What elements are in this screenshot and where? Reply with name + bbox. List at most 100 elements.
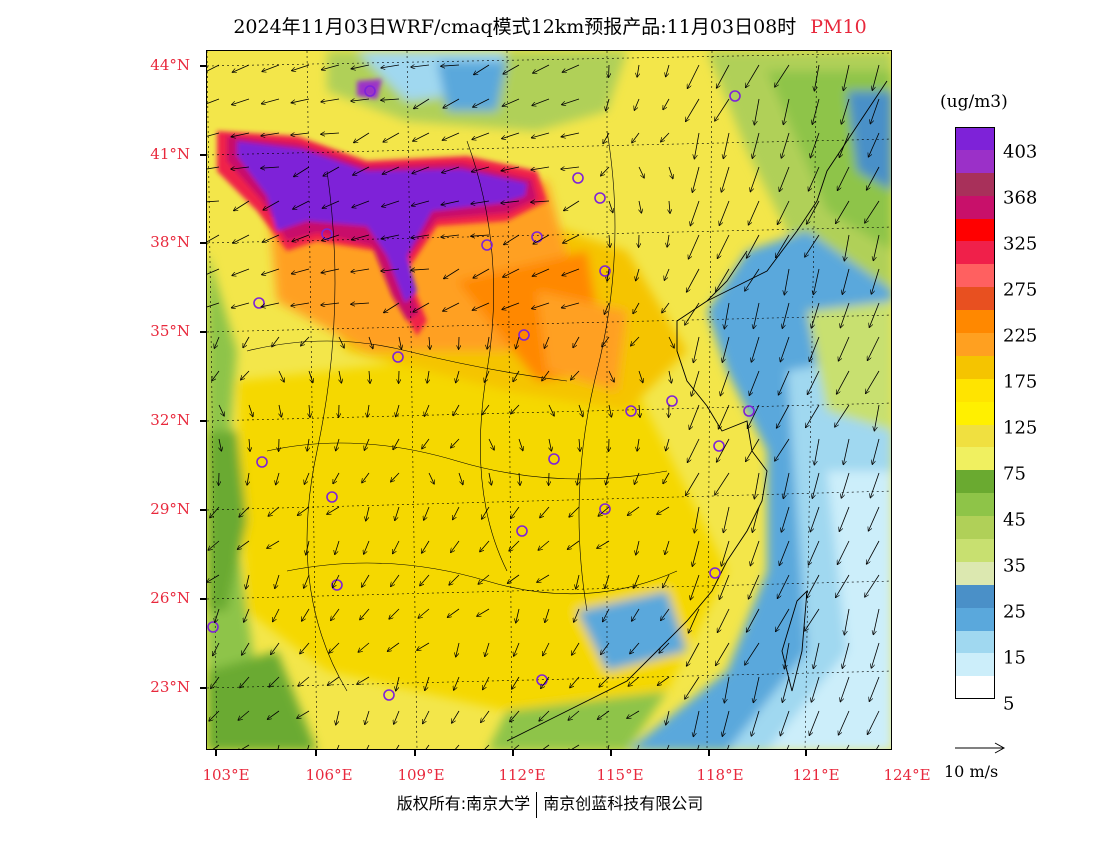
wind-arrow (750, 540, 760, 566)
wind-arrow (634, 574, 640, 588)
wind-arrow (688, 64, 700, 88)
wind-arrow (876, 744, 880, 749)
colorbar-swatch (955, 241, 995, 265)
wind-arrow (544, 336, 550, 348)
wind-arrow (870, 472, 880, 498)
copyright-owner: 版权所有:南京大学 (396, 794, 531, 813)
wind-arrow (333, 472, 340, 483)
wind-arrow (503, 64, 520, 74)
wind-arrow (669, 200, 670, 213)
wind-arrow (238, 540, 250, 549)
wind-arrow (321, 133, 340, 134)
wind-arrow (577, 472, 579, 485)
wind-arrow (471, 235, 490, 236)
wind-arrow (458, 472, 463, 484)
wind-arrow (501, 166, 520, 171)
wind-arrow (351, 268, 370, 272)
wind-arrow (381, 64, 400, 68)
wind-arrow (750, 166, 760, 192)
wind-arrow (748, 404, 760, 428)
wind-arrow (396, 676, 400, 691)
wind-arrow (537, 574, 550, 582)
wind-arrow (261, 302, 280, 307)
wind-arrow (352, 234, 370, 240)
colorbar-swatch (955, 172, 995, 196)
colorbar-label: 15 (1003, 647, 1026, 669)
wind-arrow (351, 303, 370, 304)
wind-arrow (721, 540, 730, 566)
lat-label-32: 32°N (150, 411, 190, 429)
lat-label-29: 29°N (150, 500, 190, 518)
wind-arrow (425, 744, 430, 749)
wind-arrow (456, 642, 460, 657)
wind-arrow (690, 574, 700, 600)
wind-arrow (562, 302, 580, 308)
wind-arrow (327, 506, 340, 514)
wind-arrow (751, 710, 760, 736)
wind-arrow (307, 744, 310, 749)
wind-arrow (782, 302, 790, 328)
wind-arrow (636, 540, 640, 555)
wind-arrow (538, 540, 550, 550)
wind-arrow (716, 268, 730, 291)
colorbar-label: 35 (1003, 555, 1026, 577)
wind-arrow (336, 710, 340, 725)
wind-arrow (422, 540, 430, 553)
wind-arrow (389, 608, 400, 619)
wind-arrow (806, 404, 820, 427)
wind-arrow (336, 438, 340, 451)
wind-arrow (231, 132, 250, 137)
wind-arrow (562, 268, 580, 275)
wind-arrow (693, 710, 700, 736)
wind-arrow (597, 540, 610, 548)
wind-arrow (692, 540, 700, 566)
colorbar-label: 325 (1003, 233, 1038, 255)
wind-arrow (396, 744, 400, 749)
wind-arrow (487, 336, 489, 349)
wind-arrow (244, 608, 250, 622)
wind-arrow (843, 64, 850, 90)
wind-arrow (364, 438, 370, 450)
wind-arrow (367, 404, 369, 417)
wind-arrow (866, 370, 880, 393)
lat-label-35: 35°N (150, 322, 190, 340)
wind-arrow (456, 370, 460, 383)
wind-arrow (872, 64, 880, 90)
lat-label-44: 44°N (150, 56, 190, 74)
wind-arrow (839, 506, 850, 531)
wind-arrow (232, 302, 250, 308)
colorbar-swatch (955, 516, 995, 540)
wind-arrow (307, 438, 309, 451)
wind-arrow (331, 608, 340, 620)
wind-arrow (809, 540, 820, 565)
wind-arrow (809, 710, 820, 735)
wind-arrow (240, 676, 250, 688)
wind-arrow (689, 608, 700, 633)
wind-arrow (724, 302, 730, 329)
wind-arrow (871, 268, 880, 294)
wind-arrow (441, 65, 460, 66)
wind-arrow (351, 99, 370, 101)
colorbar-label: 125 (1003, 417, 1038, 439)
wind-arrow (384, 302, 400, 313)
wind-arrow (429, 336, 430, 349)
wind-arrow (715, 472, 730, 495)
wind-arrow (248, 404, 253, 416)
colorbar-swatch (955, 607, 995, 631)
wind-arrow (271, 642, 280, 654)
wind-arrow (503, 98, 520, 106)
wind-arrow (811, 302, 820, 328)
colorbar-label: 368 (1003, 187, 1038, 209)
wind-arrow (411, 234, 430, 238)
wind-arrow (514, 642, 520, 656)
wind-arrow (502, 302, 520, 309)
wind-arrow (844, 608, 850, 635)
wind-arrow (869, 676, 880, 701)
wind-arrow (451, 540, 460, 552)
wind-arrow (609, 404, 611, 417)
wind-arrow (443, 132, 460, 140)
wind-arrow (808, 370, 820, 394)
wind-arrow (364, 540, 370, 554)
wind-arrow (391, 472, 400, 482)
wind-arrow (567, 744, 580, 749)
